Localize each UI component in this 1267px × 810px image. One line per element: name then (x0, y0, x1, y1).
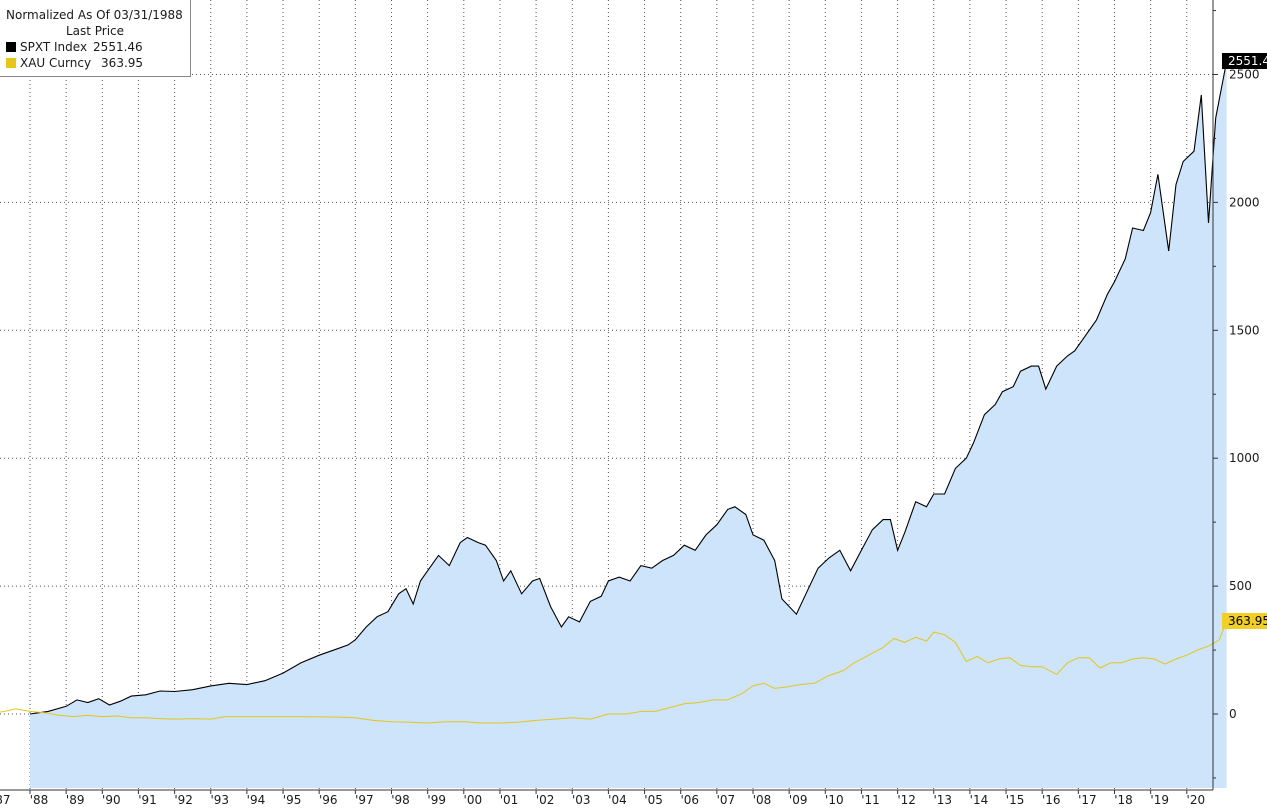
x-tick-label: '91 (138, 793, 157, 807)
legend-normalized-label: Normalized As Of 03/31/1988 (6, 8, 183, 22)
x-tick-label: '94 (247, 793, 266, 807)
x-tick-label: '07 (717, 793, 736, 807)
series-line-spxt-index (29, 61, 1228, 715)
x-tick-label: '06 (680, 793, 699, 807)
area-spxt-index (30, 61, 1227, 789)
legend-xau-name: XAU Curncy (20, 56, 92, 70)
x-tick-label: '90 (102, 793, 121, 807)
y-tick-label: 1500 (1229, 323, 1260, 337)
x-tick-label: '13 (933, 793, 952, 807)
y-tick-label: 2500 (1229, 68, 1260, 82)
series-line-xau-curncy (0, 620, 1228, 724)
x-tick-label: '04 (608, 793, 627, 807)
x-tick-label: '99 (427, 793, 446, 807)
x-tick-label: '01 (500, 793, 519, 807)
y-tick-label: 1000 (1229, 451, 1260, 465)
x-tick-label: '17 (1078, 793, 1097, 807)
legend-field-label: Last Price (65, 24, 125, 38)
legend: Normalized As Of 03/31/1988 Last Price S… (0, 0, 191, 77)
area-layer (30, 61, 1227, 789)
legend-spxt-name: SPXT Index (20, 40, 88, 54)
x-tick-label: '11 (861, 793, 880, 807)
x-tick-label: '16 (1042, 793, 1061, 807)
x-tick-label: '88 (30, 793, 49, 807)
x-tick-label: '00 (464, 793, 483, 807)
x-tick-label: '20 (1187, 793, 1206, 807)
x-tick-label: '98 (391, 793, 410, 807)
x-tick-label: '93 (210, 793, 229, 807)
legend-item-xau: XAU Curncy 363.95 (6, 56, 143, 70)
x-tick-label: '05 (644, 793, 663, 807)
x-tick-label: '08 (753, 793, 772, 807)
x-tick-label: '92 (174, 793, 193, 807)
legend-swatch-spxt (6, 42, 16, 52)
x-tick-label: '96 (319, 793, 338, 807)
x-tick-label: '03 (572, 793, 591, 807)
x-tick-label: '12 (897, 793, 916, 807)
x-tick-label: '02 (536, 793, 555, 807)
legend-item-spxt: SPXT Index 2551.46 (6, 40, 143, 54)
legend-spxt-value: 2551.46 (93, 40, 143, 54)
x-tick-label: '95 (283, 793, 302, 807)
legend-xau-value: 363.95 (101, 56, 144, 70)
legend-swatch-xau (6, 58, 16, 68)
x-tick-label: '19 (1150, 793, 1169, 807)
x-tick-label: '10 (825, 793, 844, 807)
x-axis: 87 '88 '89 '90 '91 '92 '93 '94 '95 '96 '97 '98 '99 '0… (0, 790, 1205, 807)
x-tick-label: '89 (66, 793, 85, 807)
x-tick-label: '18 (1114, 793, 1133, 807)
y-axis: 0 500 1000 1500 2000 2500 (1213, 10, 1260, 779)
xau-last-value-tag: 363.95 (1222, 612, 1267, 629)
x-tick-label: '15 (1006, 793, 1025, 807)
y-tick-label: 0 (1229, 707, 1237, 721)
line-layer (0, 61, 1228, 724)
x-tick-label: '09 (789, 793, 808, 807)
x-tick-label: '14 (970, 793, 989, 807)
x-tick-label: 87 (0, 793, 11, 807)
y-tick-label: 2000 (1229, 195, 1260, 209)
y-tick-label: 500 (1229, 579, 1252, 593)
spxt-last-value-tag: 2551.4 (1222, 53, 1267, 70)
x-tick-label: '97 (355, 793, 374, 807)
